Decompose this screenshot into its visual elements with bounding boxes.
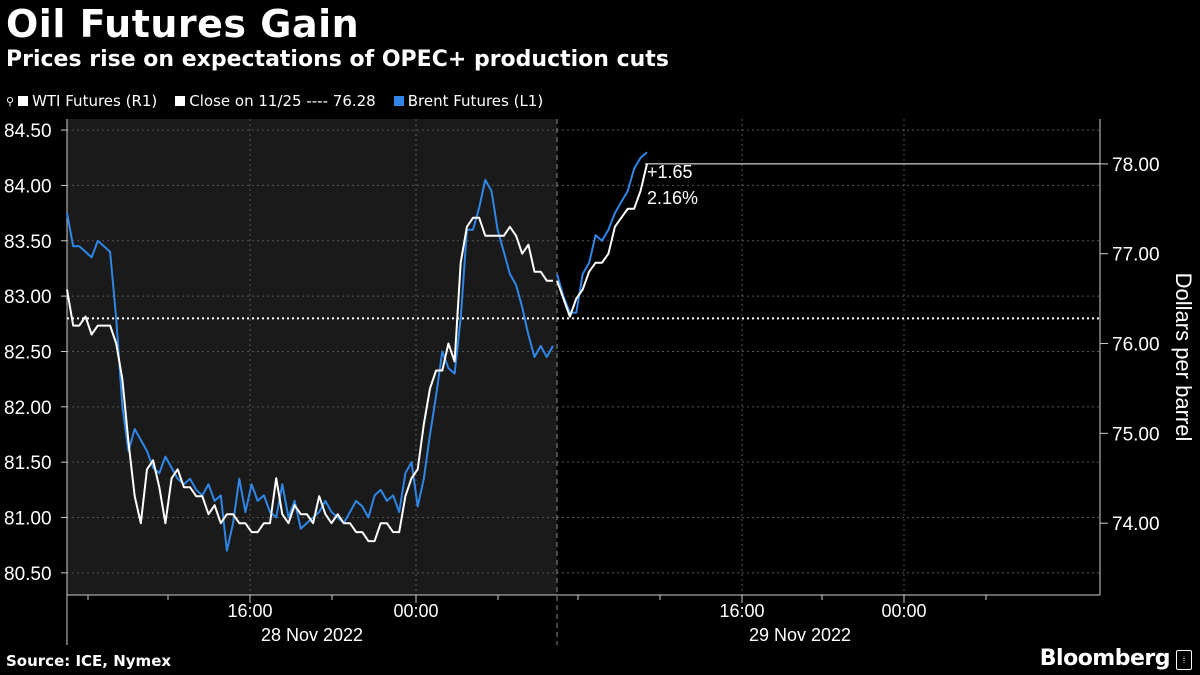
x-tick-label: 00:00 [881, 601, 926, 621]
bloomberg-terminal-icon: ⁞ [1176, 650, 1192, 670]
left-tick-label: 83.00 [4, 287, 52, 308]
left-tick-label: 83.50 [4, 232, 52, 253]
annotation-change: +1.65 [647, 162, 693, 182]
right-tick-label: 77.00 [1112, 245, 1160, 266]
right-tick-label: 74.00 [1112, 514, 1160, 535]
legend-item-brent: Brent Futures (L1) [393, 92, 544, 110]
left-tick-label: 80.50 [4, 564, 52, 585]
annotation-percent: 2.16% [647, 188, 698, 208]
right-axis-label: Dollars per barrel [1171, 273, 1196, 442]
chart-subtitle: Prices rise on expectations of OPEC+ pro… [6, 47, 669, 72]
series-layer [66, 151, 648, 552]
x-tick-label: 16:00 [227, 601, 272, 621]
x-tick-label: 00:00 [393, 601, 438, 621]
left-tick-label: 81.00 [4, 509, 52, 530]
legend-item-close: Close on 11/25 ---- 76.28 [175, 92, 376, 110]
right-tick-label: 78.00 [1112, 155, 1160, 176]
left-tick-label: 84.00 [4, 176, 52, 197]
left-tick-label: 84.50 [4, 121, 52, 142]
close-swatch [175, 96, 186, 106]
x-axis-ticks: 16:00 00:00 16:00 00:00 [87, 595, 987, 621]
date-label-29-nov: 29 Nov 2022 [749, 625, 851, 645]
left-axis-ticks: 84.50 84.00 83.50 83.00 82.50 82.00 81.50 81.00… [4, 121, 67, 585]
wti-series-line [556, 163, 648, 318]
legend-label-wti: WTI Futures (R1) [32, 92, 158, 110]
legend-label-close: Close on 11/25 ---- 76.28 [189, 92, 376, 110]
source-note: Source: ICE, Nymex [6, 652, 172, 670]
left-tick-label: 81.50 [4, 453, 52, 474]
right-axis-ticks: 78.00 77.00 76.00 75.00 74.00 [1100, 155, 1160, 535]
chart-title: Oil Futures Gain [6, 2, 360, 46]
legend-label-brent: Brent Futures (L1) [407, 92, 544, 110]
axes [66, 119, 1101, 645]
legend: ⚲ WTI Futures (R1) Close on 11/25 ---- 7… [6, 92, 543, 110]
brent-series-line [556, 151, 648, 314]
wti-swatch [18, 96, 29, 106]
bloomberg-logo: Bloomberg [1039, 646, 1171, 671]
legend-item-wti: ⚲ WTI Futures (R1) [6, 92, 157, 110]
gridlines [67, 119, 1100, 645]
right-tick-label: 75.00 [1112, 424, 1160, 445]
left-tick-label: 82.50 [4, 342, 52, 363]
wti-marker-icon: ⚲ [6, 94, 15, 108]
x-tick-label: 16:00 [719, 601, 764, 621]
wti-series-line [66, 216, 553, 543]
brent-swatch [393, 96, 404, 106]
shaded-session-28-nov [67, 119, 557, 595]
right-tick-label: 76.00 [1112, 335, 1160, 356]
left-tick-label: 82.00 [4, 398, 52, 419]
date-label-28-nov: 28 Nov 2022 [261, 625, 363, 645]
